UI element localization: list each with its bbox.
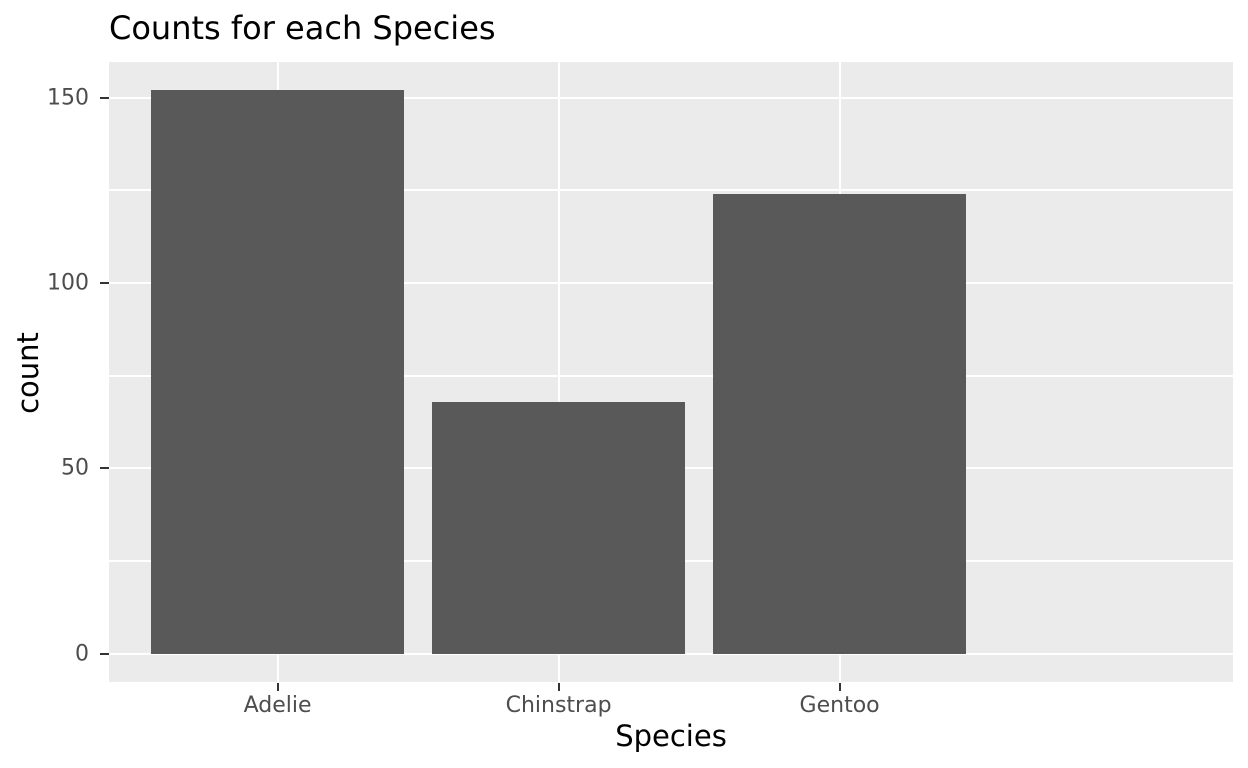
- y-gridline-major: [109, 652, 1233, 655]
- x-tick-mark: [276, 683, 279, 691]
- y-tick-mark: [100, 282, 109, 284]
- y-axis-title: count: [11, 332, 45, 414]
- y-tick-mark: [100, 652, 109, 655]
- x-axis-title: Species: [615, 719, 727, 753]
- x-tick-label: Gentoo: [799, 693, 880, 718]
- plot-panel: [109, 62, 1233, 682]
- y-tick-label: 100: [47, 270, 89, 296]
- y-gridline-major: [109, 96, 1233, 99]
- x-tick-mark: [557, 683, 560, 691]
- bar-adelie: [151, 90, 405, 654]
- x-gridline-major: [557, 62, 560, 682]
- chart-title: Counts for each Species: [109, 9, 496, 47]
- y-tick-mark: [100, 467, 109, 470]
- y-tick-label: 150: [47, 85, 89, 111]
- x-tick-label: Adelie: [243, 693, 312, 718]
- y-gridline-major: [109, 282, 1233, 284]
- x-tick-mark: [838, 683, 841, 691]
- y-tick-mark: [100, 96, 109, 99]
- y-tick-label: 0: [75, 641, 89, 667]
- y-gridline-minor: [109, 374, 1233, 377]
- bar-chinstrap: [432, 401, 686, 654]
- bar-gentoo: [713, 194, 967, 654]
- y-tick-label: 50: [61, 455, 89, 481]
- y-gridline-minor: [109, 189, 1233, 192]
- x-tick-label: Chinstrap: [505, 693, 612, 718]
